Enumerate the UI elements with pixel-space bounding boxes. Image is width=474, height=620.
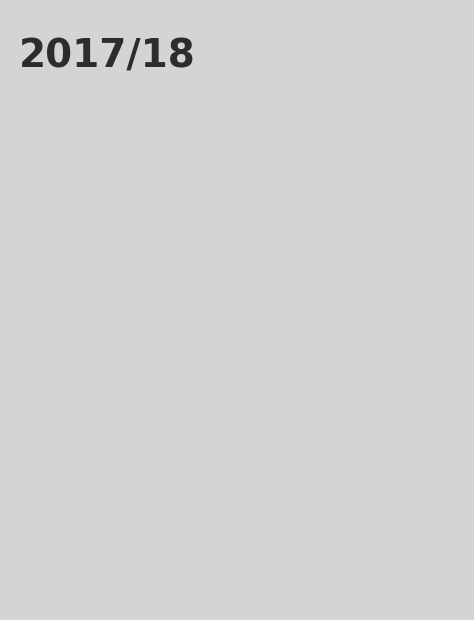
Text: 2017/18: 2017/18 <box>19 37 196 75</box>
